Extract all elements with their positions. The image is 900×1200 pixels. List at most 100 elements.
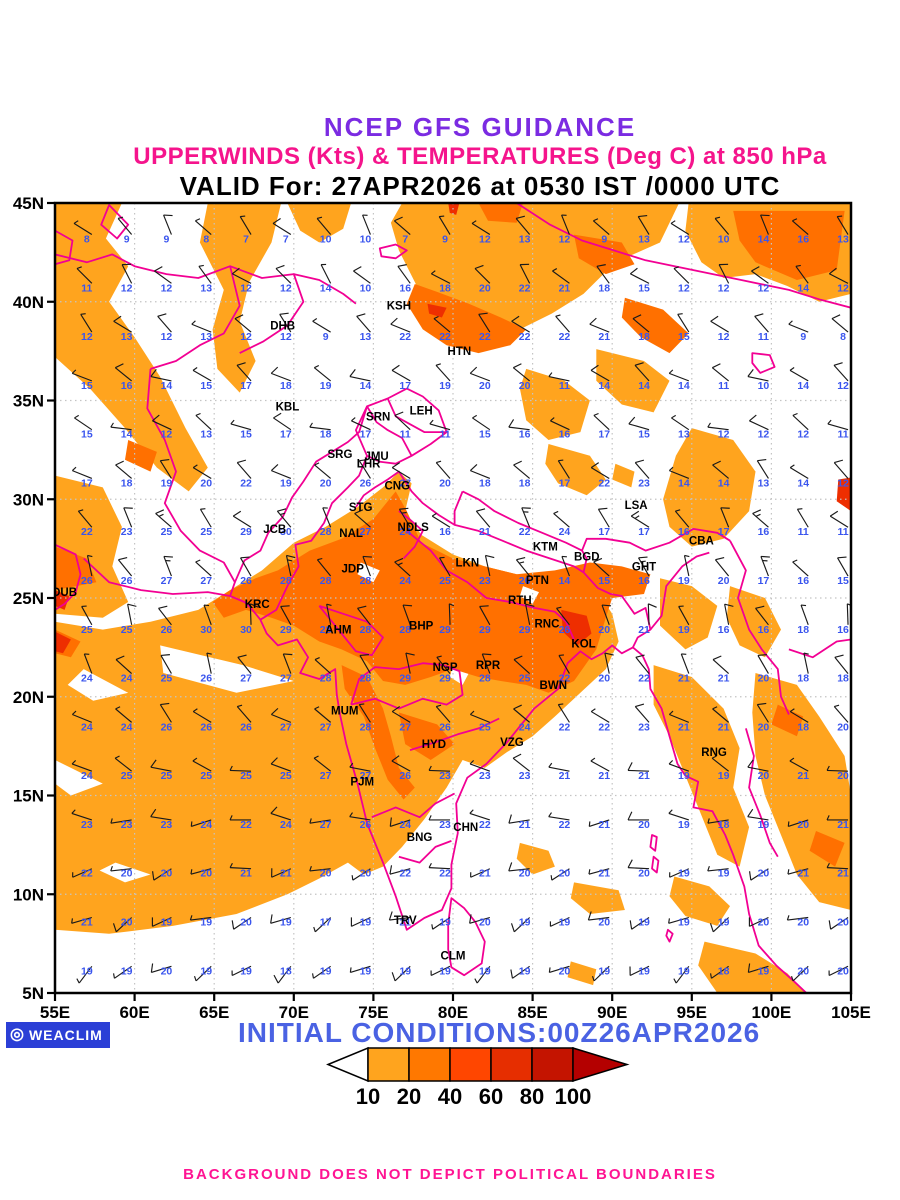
temp-value: 14 [559,575,571,587]
temp-value: 20 [200,477,212,489]
temp-value: 27 [320,721,332,733]
wind-barb [513,704,531,723]
temp-value: 22 [559,331,571,343]
temp-value: 9 [164,234,170,246]
wind-barb [71,809,93,821]
wind-barb [198,264,212,284]
wind-barb [358,703,371,723]
temp-value: 22 [598,721,610,733]
wind-barb [469,464,491,479]
temp-value: 12 [678,234,690,246]
wind-barb [431,512,451,528]
temp-value: 16 [559,429,571,441]
wind-barb [525,603,535,625]
temp-value: 12 [837,380,849,392]
wind-barb [749,868,769,881]
temp-value: 12 [240,282,252,294]
wind-barb [751,266,769,284]
wind-barb [789,464,809,479]
contour-fill [663,428,756,547]
legend-cell [490,1047,533,1082]
wind-barb [389,865,411,875]
wind-barb [561,214,570,235]
wind-barb [548,762,570,772]
wind-barb [203,604,212,626]
temp-value: 25 [280,770,292,782]
wind-barb [127,603,137,625]
wind-barb [195,559,212,577]
wind-barb [270,806,292,821]
temp-value: 22 [479,331,491,343]
x-axis-tick: 55E [40,1003,70,1022]
wind-barb [312,318,331,333]
wind-barb [354,509,371,528]
wind-barb [789,708,809,723]
wind-barb [351,868,371,881]
wind-barb [71,466,93,479]
wind-barb [752,509,769,528]
wind-barb [358,458,371,479]
wind-barb [474,264,491,284]
wind-barb [549,916,570,927]
boundary-line [234,406,368,583]
wind-barb [680,653,690,674]
temp-value: 24 [81,721,93,733]
temp-value: 17 [280,429,292,441]
wind-barb [548,965,570,973]
temp-value: 12 [678,282,690,294]
wind-barb [760,555,770,577]
temp-value: 20 [161,868,173,880]
wind-barb [668,466,690,479]
wind-barb [834,654,849,674]
temp-value: 20 [758,721,770,733]
wind-barb [436,655,451,674]
temp-value: 22 [638,673,650,685]
wind-barb [470,868,491,878]
weaclim-logo: ◎ WEACLIM [6,1022,110,1048]
temp-value: 20 [479,282,491,294]
wind-barb [349,812,371,821]
temp-value: 20 [758,917,770,929]
temp-value: 27 [280,721,292,733]
temp-value: 13 [360,331,372,343]
x-axis-tick: 80E [438,1003,468,1022]
legend-cell [367,1047,410,1082]
contour-fill [55,760,103,796]
temp-value: 19 [320,380,332,392]
temp-value: 10 [360,234,372,246]
wind-barb [71,916,92,924]
temp-value: 25 [81,624,93,636]
contour-fill [406,284,527,354]
temp-value: 27 [399,477,411,489]
temp-value: 10 [320,234,332,246]
contour-fill [478,203,523,223]
temp-value: 22 [240,477,252,489]
boundary-line [406,530,575,640]
temp-value: 29 [280,624,292,636]
wind-barb [249,603,259,625]
wind-barb [833,459,849,479]
station-label: KSH [387,301,411,313]
wind-barb [512,753,530,772]
contour-fill [698,941,807,993]
wind-barb [430,965,451,977]
temp-value: 11 [718,380,729,392]
contour-fill [341,665,415,800]
temp-value: 18 [320,429,332,441]
wind-barb [627,859,650,870]
legend-value: 100 [555,1084,592,1109]
contour-fill [519,368,590,440]
temp-value: 14 [121,429,133,441]
wind-barb [792,559,809,577]
temp-value: 20 [121,917,133,929]
station-label: PTN [526,575,549,587]
station-label: CLM [441,950,466,962]
wind-barb [634,362,650,382]
temp-value: 29 [399,673,411,685]
title-product: UPPERWINDS (Kts) & TEMPERATURES (Deg C) … [133,143,827,170]
wind-barb [71,760,93,772]
temp-value: 21 [678,721,690,733]
boundary-line [150,265,241,370]
station-label: SRG [328,449,353,461]
